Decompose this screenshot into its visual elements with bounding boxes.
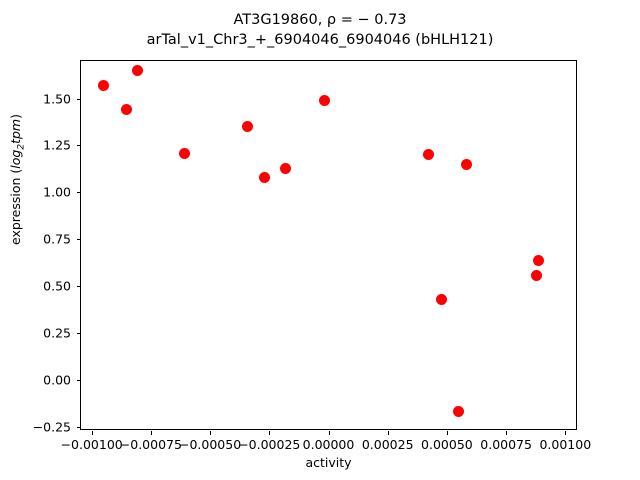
x-axis-tick-label: −0.00100 — [60, 437, 123, 452]
x-axis-tick — [446, 431, 448, 435]
y-axis-tick — [77, 333, 81, 335]
y-axis-label: expression (log2tpm) — [8, 114, 27, 245]
scatter-point — [452, 405, 464, 417]
scatter-point — [131, 64, 143, 76]
scatter-point — [98, 79, 110, 91]
y-axis-tick-label: −0.25 — [32, 419, 71, 435]
y-axis-tick — [77, 98, 81, 100]
y-axis-tick-label: 1.00 — [43, 184, 71, 200]
plot-axes: −0.00100 −0.00075 −0.00050 −0.00025 0.00000 0… — [33, 60, 591, 452]
y-axis-label-math-tail: tpm — [8, 118, 23, 144]
x-axis-tick — [506, 431, 508, 435]
scatter-point — [530, 269, 542, 281]
y-axis-tick-label: 0.75 — [43, 231, 71, 247]
x-axis-tick-label: 0.00100 — [539, 437, 592, 452]
y-axis-tick-label: 0.00 — [43, 372, 71, 388]
x-axis-tick — [328, 431, 330, 435]
scatter-point — [461, 158, 473, 170]
x-axis-tick-label: −0.00050 — [178, 437, 242, 452]
x-axis-tick — [269, 431, 271, 435]
y-axis-tick-label: 1.50 — [43, 91, 71, 107]
x-axis-tick — [91, 431, 93, 435]
x-axis-tick-label: 0.00025 — [361, 437, 414, 452]
x-axis-tick-label: −0.00075 — [119, 437, 182, 452]
y-axis-tick — [77, 145, 81, 147]
y-axis-label-suffix: ) — [8, 114, 23, 119]
scatter-plot-area — [81, 61, 576, 429]
x-axis-tick-label: 0.00075 — [480, 437, 532, 452]
scatter-point — [242, 121, 254, 133]
scatter-point — [422, 149, 434, 161]
scatter-point — [436, 293, 448, 305]
y-axis-tick-label: 0.25 — [43, 325, 71, 341]
scatter-point — [319, 94, 331, 106]
scatter-point — [280, 162, 292, 174]
chart-title-line1: AT3G19860, ρ = − 0.73 — [233, 12, 407, 28]
x-axis-tick-label: 0.00000 — [302, 437, 355, 452]
chart-title: AT3G19860, ρ = − 0.73 arTal_v1_Chr3_+_69… — [0, 10, 640, 50]
scatter-point — [259, 171, 271, 183]
y-axis-tick — [77, 380, 81, 382]
x-axis-tick-label: −0.00025 — [238, 437, 301, 452]
y-axis-tick-label: 1.25 — [43, 137, 71, 153]
x-axis-tick-label: 0.00050 — [421, 437, 473, 452]
x-axis-label: activity — [305, 455, 352, 470]
y-axis-tick — [77, 427, 81, 429]
y-axis-tick — [77, 239, 81, 241]
x-axis-tick — [210, 431, 212, 435]
x-axis-tick — [150, 431, 152, 435]
chart-title-line2: arTal_v1_Chr3_+_6904046_6904046 (bHLH121… — [146, 32, 494, 48]
y-axis-tick — [77, 192, 81, 194]
scatter-point — [120, 104, 132, 116]
scatter-point — [532, 254, 544, 266]
x-axis-tick — [565, 431, 567, 435]
y-axis-label-math-sub: 2 — [16, 143, 27, 150]
y-axis-label-math-main: log — [8, 149, 23, 169]
x-axis-tick — [387, 431, 389, 435]
y-axis-tick-label: 0.50 — [43, 278, 71, 294]
y-axis-tick — [77, 286, 81, 288]
y-axis-label-prefix: expression ( — [8, 168, 23, 245]
scatter-point — [178, 147, 190, 159]
